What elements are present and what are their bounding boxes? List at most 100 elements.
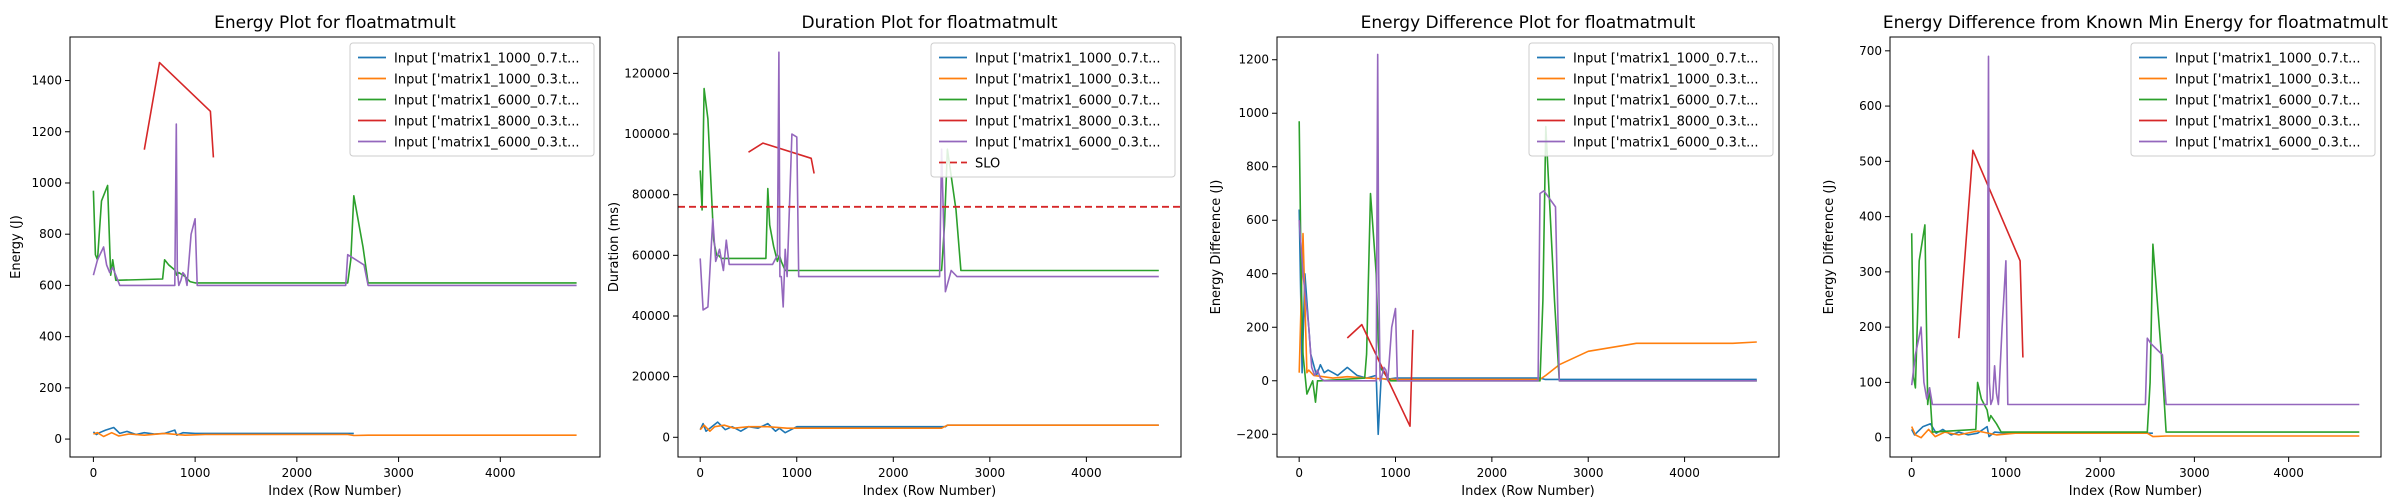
x-tick-label: 4000 — [1071, 466, 1102, 480]
x-axis-label: Index (Row Number) — [268, 484, 401, 499]
series-line-3 — [1298, 121, 1757, 404]
legend-label: Input ['matrix1_1000_0.7.t... — [394, 52, 579, 67]
series-line-5 — [699, 51, 1159, 311]
series-line-2 — [1910, 426, 2360, 439]
series-line-4 — [748, 142, 815, 174]
x-tick-label: 0 — [90, 466, 98, 480]
x-tick-label: 3000 — [1573, 466, 1604, 480]
y-tick-label: 600 — [1246, 213, 1269, 227]
legend-label: Input ['matrix1_6000_0.7.t... — [1573, 94, 1758, 109]
x-tick-label: 3000 — [383, 466, 414, 480]
series-line-5 — [92, 123, 577, 287]
series-line-3 — [1910, 224, 2360, 433]
legend-label: Input ['matrix1_6000_0.3.t... — [2175, 136, 2360, 151]
legend-box — [349, 42, 595, 157]
series-line-5 — [1298, 53, 1757, 382]
chart-title: Duration Plot for floatmatmult — [801, 13, 1057, 33]
y-tick-label: 120000 — [624, 66, 670, 80]
legend-label: Input ['matrix1_6000_0.3.t... — [1573, 136, 1758, 151]
legend-label: Input ['matrix1_6000_0.7.t... — [394, 94, 579, 109]
legend-label: Input ['matrix1_8000_0.3.t... — [975, 115, 1160, 130]
y-tick-label: 1400 — [31, 74, 62, 88]
x-tick-label: 4000 — [1669, 466, 1700, 480]
x-tick-label: 1000 — [180, 466, 211, 480]
series-line-5 — [1910, 55, 2360, 406]
legend: Input ['matrix1_1000_0.7.t... Input ['mat… — [349, 42, 595, 157]
legend: Input ['matrix1_1000_0.7.t... Input ['mat… — [930, 42, 1176, 178]
x-tick-label: 2000 — [2085, 466, 2116, 480]
y-tick-label: 200 — [39, 381, 62, 395]
plot-frame — [69, 36, 601, 458]
y-tick-label: 80000 — [632, 188, 670, 202]
y-axis-label: Duration (ms) — [607, 202, 622, 292]
plot-lines — [1910, 55, 2360, 439]
y-tick-label: 0 — [662, 430, 670, 444]
y-tick-label: 800 — [39, 227, 62, 241]
x-axis-label: Index (Row Number) — [2069, 484, 2202, 499]
legend-box — [2130, 42, 2376, 157]
series-line-4 — [143, 61, 215, 158]
x-tick-label: 1000 — [1991, 466, 2022, 480]
y-tick-label: 400 — [1246, 267, 1269, 281]
legend-label: Input ['matrix1_8000_0.3.t... — [2175, 115, 2360, 130]
y-tick-label: 0 — [1874, 431, 1882, 445]
series-line-2 — [1298, 232, 1757, 381]
y-tick-label: 1200 — [31, 125, 62, 139]
legend-label: Input ['matrix1_1000_0.7.t... — [975, 52, 1160, 67]
x-tick-label: 1000 — [781, 466, 812, 480]
legend-label: SLO — [975, 157, 1000, 172]
y-tick-label: 800 — [1246, 160, 1269, 174]
plot-lines — [92, 61, 577, 438]
y-tick-label: 600 — [1859, 99, 1882, 113]
y-axis-label: Energy Difference (J) — [1822, 180, 1837, 315]
plot-lines — [678, 51, 1181, 434]
series-line-4 — [1346, 323, 1414, 428]
legend-label: Input ['matrix1_6000_0.7.t... — [2175, 94, 2360, 109]
y-tick-label: 100000 — [624, 127, 670, 141]
y-axis-label: Energy (J) — [9, 215, 24, 279]
x-tick-label: 3000 — [2179, 466, 2210, 480]
y-tick-label: 40000 — [632, 309, 670, 323]
legend-box — [1528, 42, 1774, 157]
legend-label: Input ['matrix1_1000_0.3.t... — [975, 73, 1160, 88]
series-line-1 — [1910, 422, 2153, 438]
legend-label: Input ['matrix1_1000_0.7.t... — [2175, 52, 2360, 67]
legend-label: Input ['matrix1_6000_0.3.t... — [394, 136, 579, 151]
legend-label: Input ['matrix1_8000_0.3.t... — [1573, 115, 1758, 130]
x-tick-label: 1000 — [1380, 466, 1411, 480]
series-line-4 — [1958, 149, 2024, 358]
legend-label: Input ['matrix1_6000_0.7.t... — [975, 94, 1160, 109]
y-tick-label: 1000 — [31, 176, 62, 190]
legend-label: Input ['matrix1_6000_0.3.t... — [975, 136, 1160, 151]
chart-panel-2: Duration Plot for floatmatmult 0 1000 2000 3… — [607, 13, 1182, 499]
x-tick-label: 0 — [1295, 466, 1303, 480]
y-tick-label: 1200 — [1238, 53, 1269, 67]
series-line-2 — [93, 431, 577, 438]
x-tick-label: 2000 — [1477, 466, 1508, 480]
y-tick-label: 400 — [39, 330, 62, 344]
x-tick-label: 0 — [696, 466, 704, 480]
x-tick-label: 4000 — [2273, 466, 2304, 480]
legend: Input ['matrix1_1000_0.7.t... Input ['mat… — [2130, 42, 2376, 157]
chart-title: Energy Plot for floatmatmult — [214, 13, 456, 33]
y-tick-label: 200 — [1246, 320, 1269, 334]
series-line-2 — [699, 424, 1159, 433]
y-axis-label: Energy Difference (J) — [1209, 180, 1224, 315]
legend-label: Input ['matrix1_8000_0.3.t... — [394, 115, 579, 130]
x-axis-label: Index (Row Number) — [863, 484, 996, 499]
y-tick-label: 100 — [1859, 375, 1882, 389]
chart-title: Energy Difference Plot for floatmatmult — [1361, 13, 1696, 33]
plot-frame — [1276, 36, 1780, 458]
y-tick-label: 700 — [1859, 44, 1882, 58]
y-tick-label: 0 — [54, 432, 62, 446]
y-tick-label: 200 — [1859, 320, 1882, 334]
chart-panel-4: Energy Difference from Known Min Energy … — [1822, 13, 2388, 499]
legend-label: Input ['matrix1_1000_0.3.t... — [1573, 73, 1758, 88]
legend-label: Input ['matrix1_1000_0.3.t... — [2175, 73, 2360, 88]
y-tick-label: 500 — [1859, 154, 1882, 168]
chart-title: Energy Difference from Known Min Energy … — [1883, 13, 2388, 33]
x-tick-label: 2000 — [878, 466, 909, 480]
chart-panel-3: Energy Difference Plot for floatmatmult 0… — [1209, 13, 1780, 499]
